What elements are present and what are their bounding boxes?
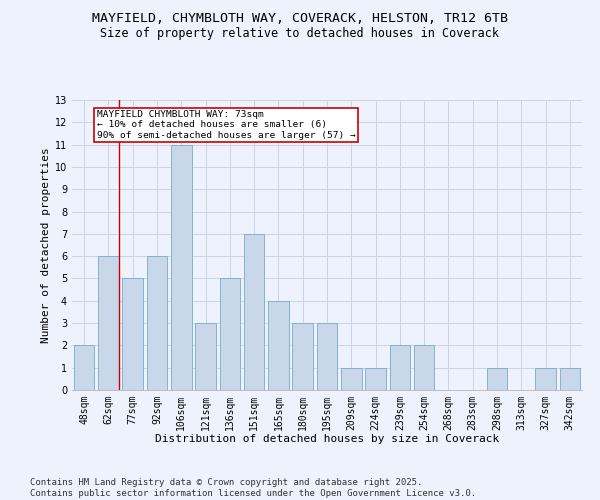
Bar [317, 323, 337, 390]
X-axis label: Distribution of detached houses by size in Coverack: Distribution of detached houses by size … [155, 434, 499, 444]
Text: Size of property relative to detached houses in Coverack: Size of property relative to detached ho… [101, 28, 499, 40]
Y-axis label: Number of detached properties: Number of detached properties [41, 147, 50, 343]
Text: Contains HM Land Registry data © Crown copyright and database right 2025.
Contai: Contains HM Land Registry data © Crown c… [30, 478, 476, 498]
Text: MAYFIELD, CHYMBLOTH WAY, COVERACK, HELSTON, TR12 6TB: MAYFIELD, CHYMBLOTH WAY, COVERACK, HELST… [92, 12, 508, 26]
Bar [365, 368, 386, 390]
Bar [195, 323, 216, 390]
Bar [292, 323, 313, 390]
Bar [122, 278, 143, 390]
Bar [98, 256, 119, 390]
Bar [560, 368, 580, 390]
Bar [535, 368, 556, 390]
Bar [268, 301, 289, 390]
Text: MAYFIELD CHYMBLOTH WAY: 73sqm
← 10% of detached houses are smaller (6)
90% of se: MAYFIELD CHYMBLOTH WAY: 73sqm ← 10% of d… [97, 110, 356, 140]
Bar [389, 346, 410, 390]
Bar [74, 346, 94, 390]
Bar [146, 256, 167, 390]
Bar [171, 144, 191, 390]
Bar [244, 234, 265, 390]
Bar [414, 346, 434, 390]
Bar [220, 278, 240, 390]
Bar [341, 368, 362, 390]
Bar [487, 368, 508, 390]
